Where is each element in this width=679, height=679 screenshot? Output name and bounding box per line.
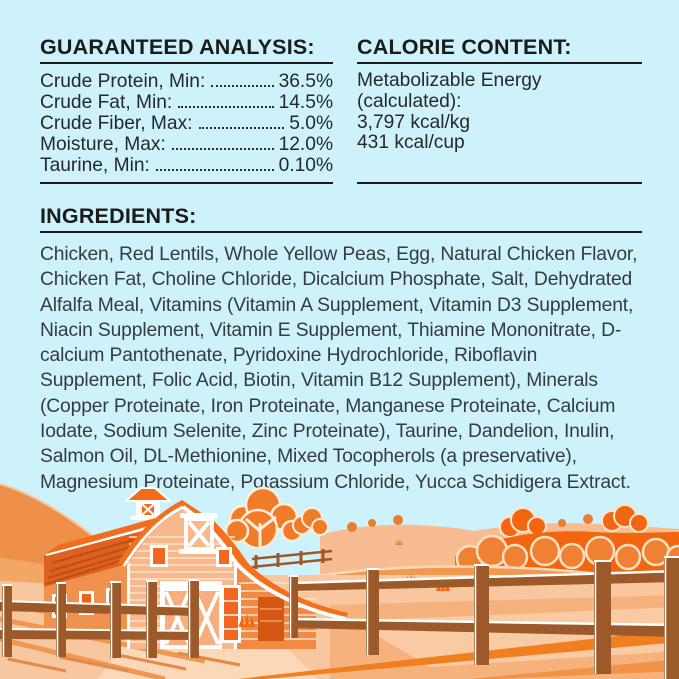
calorie-line: (calculated): — [357, 90, 462, 112]
farm-illustration — [0, 483, 679, 679]
analysis-row: Crude Protein, Min: 36.5% — [40, 71, 333, 92]
dot-leader — [178, 106, 274, 108]
calorie-content-heading: CALORIE CONTENT: — [357, 35, 572, 59]
ingredients-section: INGREDIENTS: Chicken, Red Lentils, Whole… — [40, 204, 642, 495]
guaranteed-analysis-table: Crude Protein, Min: 36.5% Crude Fat, Min… — [40, 71, 333, 176]
hayloft-window — [179, 513, 219, 554]
analysis-value: 14.5% — [278, 92, 333, 113]
analysis-row: Moisture, Max: 12.0% — [40, 134, 333, 155]
calorie-line: 431 kcal/cup — [357, 132, 465, 154]
analysis-label: Moisture, Max: — [40, 134, 166, 155]
tree — [224, 486, 329, 550]
analysis-row: Crude Fiber, Max: 5.0% — [40, 113, 333, 134]
divider — [40, 182, 333, 184]
dot-leader — [211, 85, 274, 87]
analysis-row: Taurine, Min: 0.10% — [40, 155, 333, 176]
analysis-label: Taurine, Min: — [40, 155, 150, 176]
guaranteed-analysis-section: GUARANTEED ANALYSIS: Crude Protein, Min:… — [40, 35, 333, 184]
calorie-line: 3,797 kcal/kg — [357, 111, 471, 133]
right-fence — [289, 556, 679, 679]
barn-windows — [150, 545, 232, 567]
divider — [40, 62, 333, 64]
dot-leader — [155, 169, 274, 171]
ingredients-heading: INGREDIENTS: — [40, 204, 197, 228]
analysis-calorie-columns: GUARANTEED ANALYSIS: Crude Protein, Min:… — [40, 35, 642, 184]
side-door — [221, 585, 241, 643]
analysis-label: Crude Fat, Min: — [40, 92, 173, 113]
dot-leader — [171, 148, 274, 150]
dot-leader — [198, 127, 285, 129]
analysis-label: Crude Fiber, Max: — [40, 113, 193, 134]
distant-fence — [251, 549, 333, 569]
divider — [357, 62, 642, 64]
barn-cupola — [125, 487, 171, 520]
hill-bushes — [455, 534, 679, 574]
calorie-line: Metabolizable Energy — [357, 70, 542, 91]
analysis-value: 36.5% — [278, 71, 333, 92]
ingredients-text: Chicken, Red Lentils, Whole Yellow Peas,… — [40, 244, 638, 493]
calorie-content-section: CALORIE CONTENT: Metabolizable Energy (c… — [357, 35, 642, 184]
analysis-value: 12.0% — [278, 134, 333, 155]
analysis-value: 0.10% — [278, 155, 333, 176]
divider — [40, 231, 642, 233]
left-fence — [0, 579, 241, 673]
calorie-content-lines: Metabolizable Energy (calculated): 3,797… — [357, 70, 642, 154]
divider — [357, 182, 642, 184]
analysis-row: Crude Fat, Min: 14.5% — [40, 92, 333, 113]
guaranteed-analysis-heading: GUARANTEED ANALYSIS: — [40, 35, 315, 59]
barn-front — [118, 500, 348, 649]
analysis-label: Crude Protein, Min: — [40, 71, 206, 92]
analysis-value: 5.0% — [289, 113, 333, 134]
